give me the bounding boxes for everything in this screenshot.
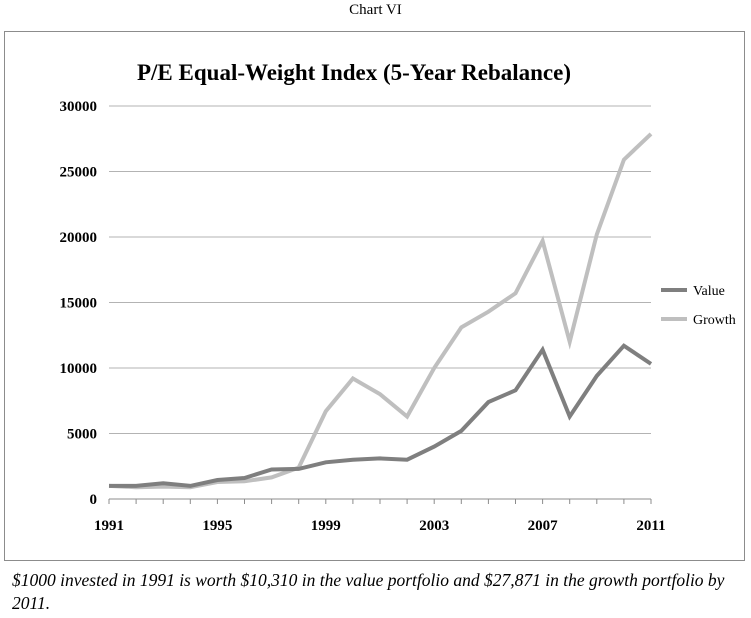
y-tick-label: 0	[90, 492, 98, 508]
x-tick-label: 1999	[311, 518, 341, 534]
legend-label-growth: Growth	[693, 313, 736, 328]
x-tick-label: 2011	[636, 518, 665, 534]
gridlines	[108, 105, 652, 504]
y-tick-label: 20000	[60, 230, 98, 246]
x-tick-label: 2007	[528, 518, 559, 534]
legend-label-value: Value	[693, 284, 725, 299]
x-axis-tick-labels: 1991 1995 1999 2003 2007 2011	[94, 518, 666, 534]
x-tick-label: 2003	[419, 518, 449, 534]
y-tick-label: 15000	[60, 296, 98, 312]
y-tick-label: 5000	[67, 427, 97, 443]
y-axis-tick-labels: 0 5000 10000 15000 20000 25000 30000	[60, 99, 98, 508]
chart-caption: $1000 invested in 1991 is worth $10,310 …	[12, 570, 725, 613]
series-line-growth	[108, 132, 653, 490]
line-chart: P/E Equal-Weight Index (5-Year Rebalance…	[60, 60, 736, 534]
legend: Value Growth	[661, 284, 736, 328]
series-lines	[108, 132, 653, 490]
y-tick-label: 10000	[60, 361, 98, 377]
x-tick-label: 1995	[202, 518, 232, 534]
chart-title: P/E Equal-Weight Index (5-Year Rebalance…	[137, 60, 571, 85]
x-tick-label: 1991	[94, 518, 124, 534]
y-tick-label: 30000	[60, 99, 98, 115]
series-line-value	[109, 343, 653, 488]
chart-frame: P/E Equal-Weight Index (5-Year Rebalance…	[4, 31, 745, 561]
chart-heading: Chart VI	[349, 2, 402, 18]
y-tick-label: 25000	[60, 165, 98, 181]
